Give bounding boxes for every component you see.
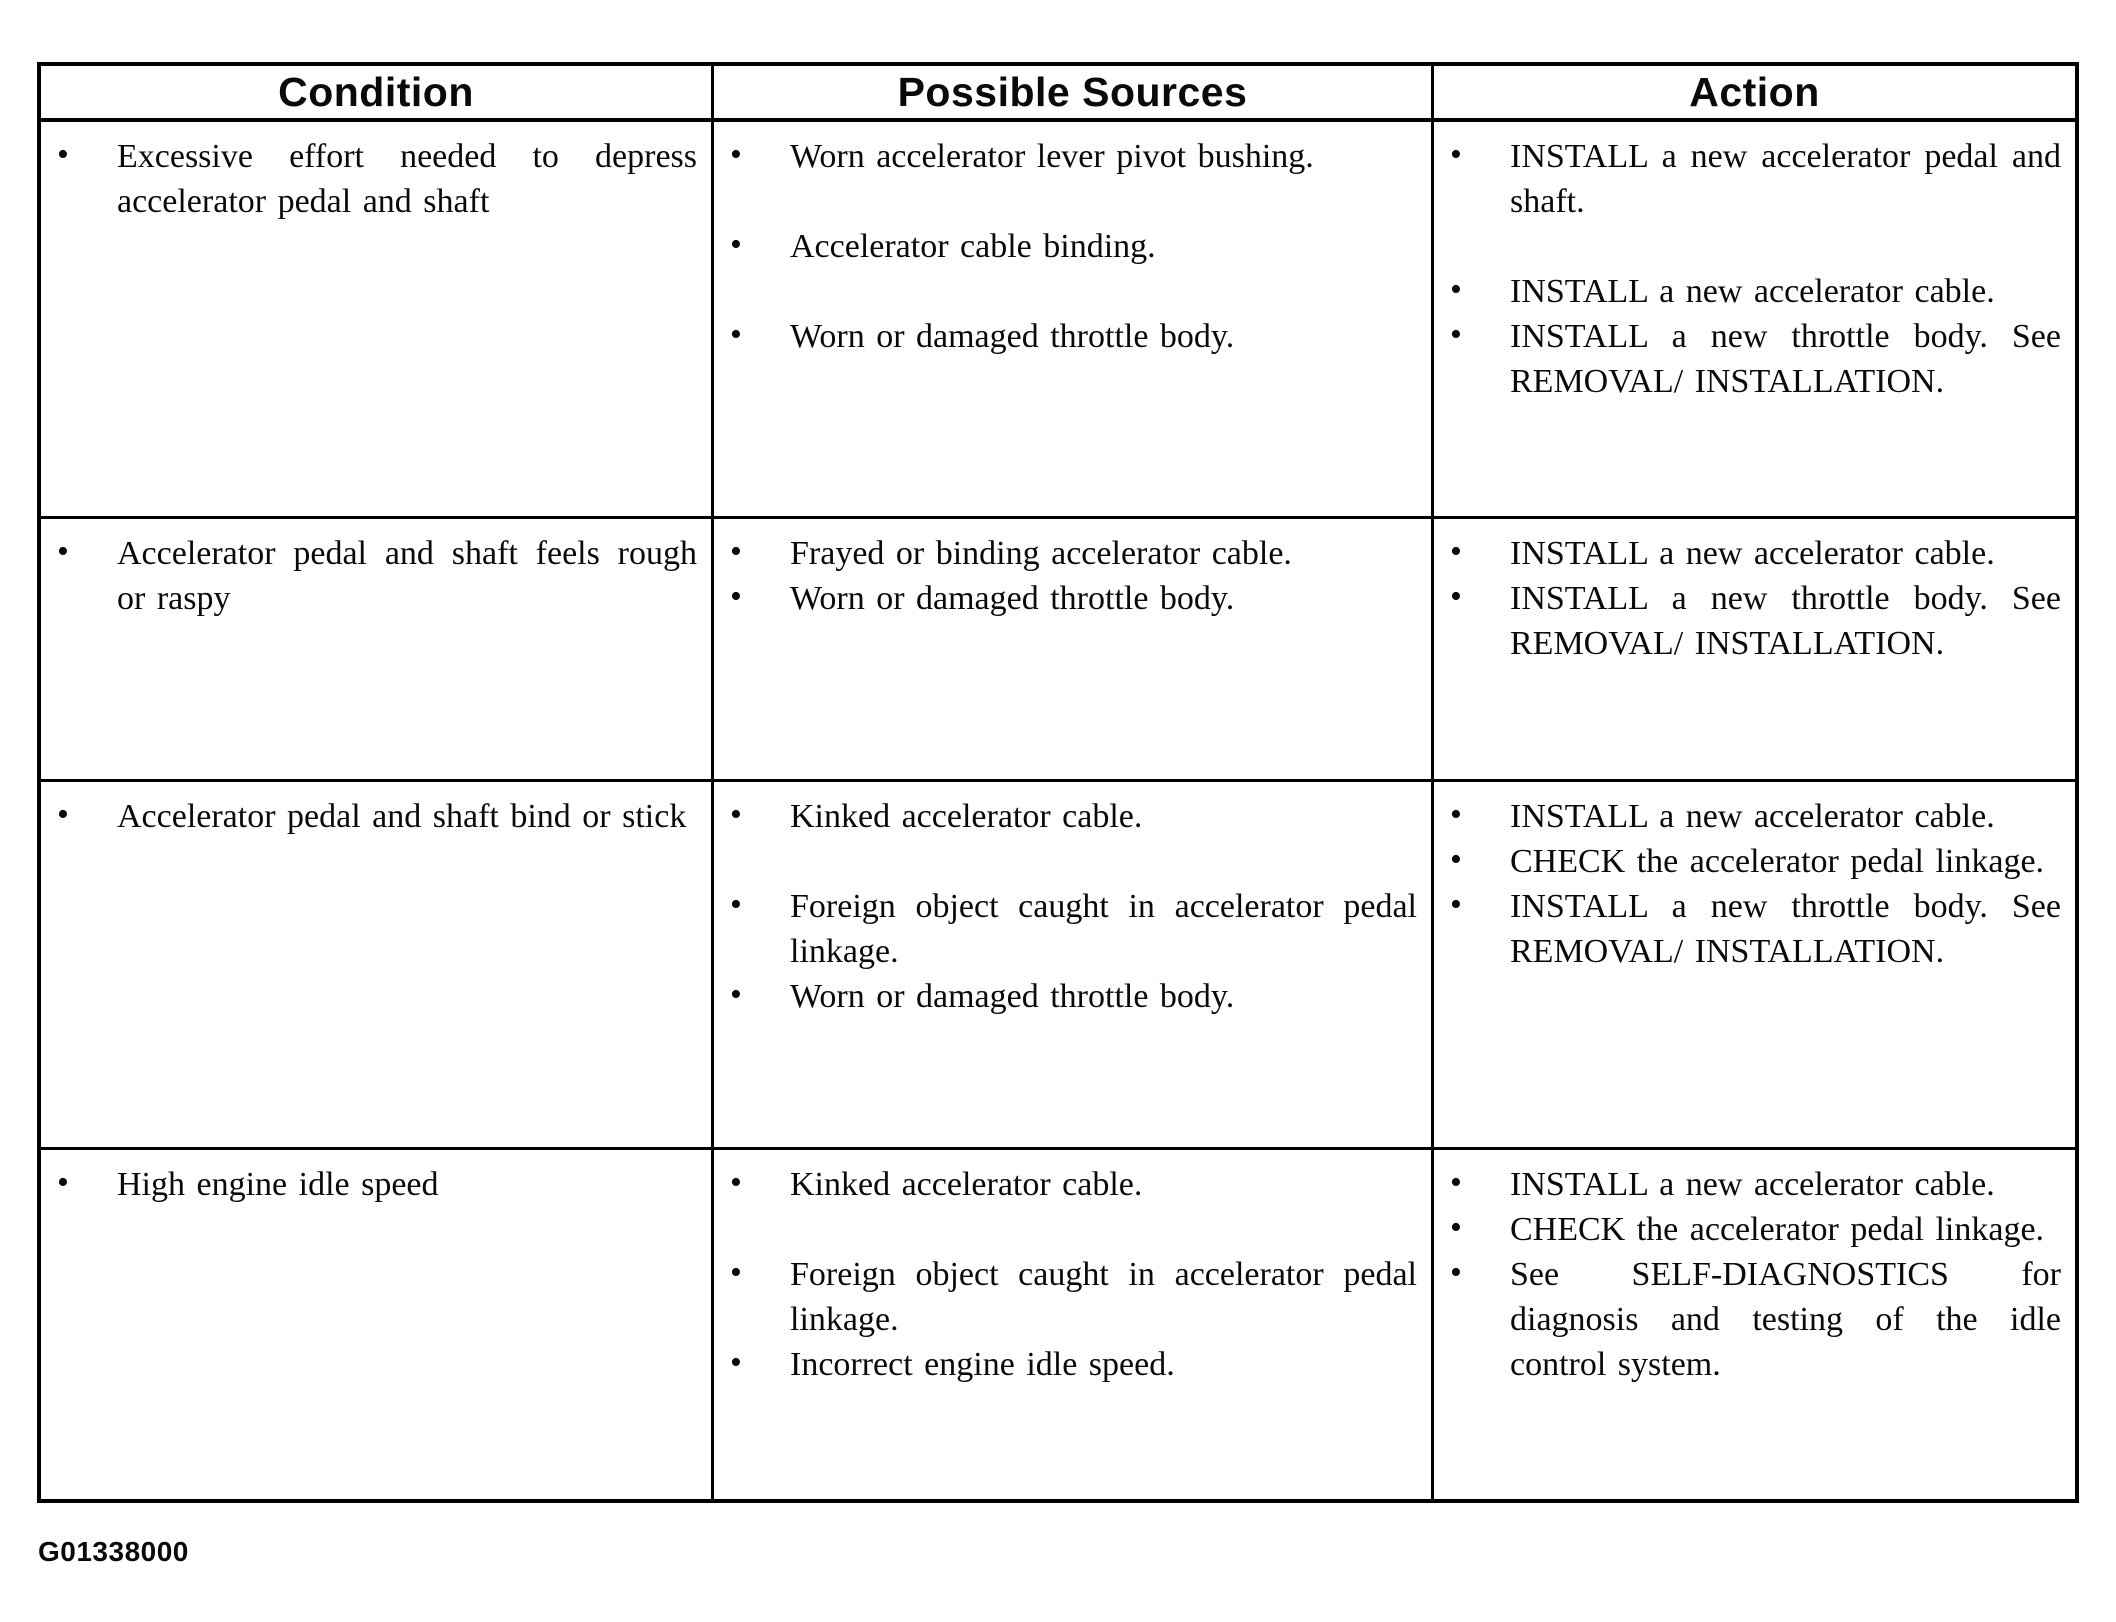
list-item: • Worn accelerator lever pivot bushing. [714, 134, 1431, 179]
source-text: Worn or damaged throttle body. [790, 978, 1235, 1015]
action-text: INSTALL a new throttle body. See REMOVAL… [1510, 318, 2061, 400]
list-item: • CHECK the accelerator pedal linkage. [1434, 1207, 2075, 1252]
bullet-icon: • [730, 1254, 742, 1291]
list-item: • Worn or damaged throttle body. [714, 974, 1431, 1019]
bullet-icon: • [1450, 1254, 1462, 1291]
bullet-icon: • [1450, 136, 1462, 173]
column-header-action: Action [1434, 66, 2075, 122]
list-item: • Kinked accelerator cable. [714, 794, 1431, 839]
bullet-icon: • [1450, 796, 1462, 833]
condition-cell: • Accelerator pedal and shaft bind or sti… [41, 782, 714, 1150]
list-item: • CHECK the accelerator pedal linkage. [1434, 839, 2075, 884]
bullet-icon: • [1450, 1209, 1462, 1246]
action-cell: • INSTALL a new accelerator pedal and sha… [1434, 122, 2075, 519]
possible-sources-cell: • Kinked accelerator cable. • Foreign obje… [714, 1150, 1434, 1499]
bullet-icon: • [730, 976, 742, 1013]
source-text: Worn accelerator lever pivot bushing. [790, 138, 1314, 175]
bullet-icon: • [57, 1164, 69, 1201]
action-text: INSTALL a new accelerator cable. [1510, 798, 1995, 835]
bullet-icon: • [1450, 316, 1462, 353]
bullet-icon: • [730, 226, 742, 263]
bullet-icon: • [1450, 1164, 1462, 1201]
action-text: INSTALL a new throttle body. See REMOVAL… [1510, 888, 2061, 970]
possible-sources-cell: • Kinked accelerator cable. • Foreign obje… [714, 782, 1434, 1150]
bullet-icon: • [1450, 271, 1462, 308]
source-text: Kinked accelerator cable. [790, 798, 1143, 835]
condition-text: Accelerator pedal and shaft bind or stic… [117, 798, 687, 835]
bullet-icon: • [730, 578, 742, 615]
list-item: • INSTALL a new accelerator cable. [1434, 269, 2075, 314]
list-item: • Accelerator pedal and shaft bind or sti… [41, 794, 711, 839]
bullet-icon: • [730, 316, 742, 353]
source-text: Incorrect engine idle speed. [790, 1346, 1175, 1383]
condition-cell: • High engine idle speed [41, 1150, 714, 1499]
list-item: • INSTALL a new accelerator cable. [1434, 1162, 2075, 1207]
list-item: • Incorrect engine idle speed. [714, 1342, 1431, 1387]
list-item: • Accelerator cable binding. [714, 224, 1431, 269]
list-item: • INSTALL a new accelerator cable. [1434, 794, 2075, 839]
list-item: • Accelerator pedal and shaft feels rough… [41, 531, 711, 621]
source-text: Frayed or binding accelerator cable. [790, 535, 1292, 572]
action-cell: • INSTALL a new accelerator cable. • CHECK… [1434, 1150, 2075, 1499]
action-text: INSTALL a new accelerator cable. [1510, 273, 1995, 310]
action-text: See SELF-DIAGNOSTICS for diagnosis and t… [1510, 1256, 2061, 1383]
list-item: • Excessive effort needed to depress acce… [41, 134, 711, 224]
action-text: INSTALL a new accelerator pedal and shaf… [1510, 138, 2061, 220]
bullet-icon: • [730, 533, 742, 570]
bullet-icon: • [730, 1344, 742, 1381]
list-item: • Foreign object caught in accelerator pe… [714, 884, 1431, 974]
bullet-icon: • [1450, 841, 1462, 878]
action-text: CHECK the accelerator pedal linkage. [1510, 843, 2045, 880]
possible-sources-cell: • Frayed or binding accelerator cable. • W… [714, 519, 1434, 782]
diagnosis-table: Condition Possible Sources Action • Exces… [37, 62, 2079, 1503]
action-text: INSTALL a new throttle body. See REMOVAL… [1510, 580, 2061, 662]
list-item: • Worn or damaged throttle body. [714, 314, 1431, 359]
bullet-icon: • [730, 886, 742, 923]
source-text: Foreign object caught in accelerator ped… [790, 1256, 1417, 1338]
column-header-condition: Condition [41, 66, 714, 122]
source-text: Kinked accelerator cable. [790, 1166, 1143, 1203]
list-item: • INSTALL a new throttle body. See REMOVA… [1434, 314, 2075, 404]
action-text: INSTALL a new accelerator cable. [1510, 535, 1995, 572]
list-item: • High engine idle speed [41, 1162, 711, 1207]
list-item: • INSTALL a new throttle body. See REMOVA… [1434, 576, 2075, 666]
figure-code: G01338000 [38, 1536, 189, 1567]
list-item: • INSTALL a new accelerator cable. [1434, 531, 2075, 576]
possible-sources-cell: • Worn accelerator lever pivot bushing. •… [714, 122, 1434, 519]
bullet-icon: • [730, 136, 742, 173]
condition-text: Excessive effort needed to depress accel… [117, 138, 697, 220]
list-item: • INSTALL a new accelerator pedal and sha… [1434, 134, 2075, 224]
action-cell: • INSTALL a new accelerator cable. • CHECK… [1434, 782, 2075, 1150]
action-cell: • INSTALL a new accelerator cable. • INSTA… [1434, 519, 2075, 782]
bullet-icon: • [57, 136, 69, 173]
bullet-icon: • [57, 533, 69, 570]
bullet-icon: • [1450, 533, 1462, 570]
condition-text: Accelerator pedal and shaft feels rough … [117, 535, 697, 617]
source-text: Worn or damaged throttle body. [790, 318, 1235, 355]
list-item: • INSTALL a new throttle body. See REMOVA… [1434, 884, 2075, 974]
list-item: • Frayed or binding accelerator cable. [714, 531, 1431, 576]
bullet-icon: • [730, 1164, 742, 1201]
bullet-icon: • [1450, 886, 1462, 923]
action-text: CHECK the accelerator pedal linkage. [1510, 1211, 2045, 1248]
list-item: • See SELF-DIAGNOSTICS for diagnosis and … [1434, 1252, 2075, 1387]
list-item: • Kinked accelerator cable. [714, 1162, 1431, 1207]
condition-cell: • Accelerator pedal and shaft feels rough… [41, 519, 714, 782]
bullet-icon: • [1450, 578, 1462, 615]
column-header-possible-sources: Possible Sources [714, 66, 1434, 122]
condition-text: High engine idle speed [117, 1166, 439, 1203]
source-text: Accelerator cable binding. [790, 228, 1156, 265]
list-item: • Worn or damaged throttle body. [714, 576, 1431, 621]
source-text: Foreign object caught in accelerator ped… [790, 888, 1417, 970]
bullet-icon: • [730, 796, 742, 833]
action-text: INSTALL a new accelerator cable. [1510, 1166, 1995, 1203]
source-text: Worn or damaged throttle body. [790, 580, 1235, 617]
list-item: • Foreign object caught in accelerator pe… [714, 1252, 1431, 1342]
condition-cell: • Excessive effort needed to depress acce… [41, 122, 714, 519]
bullet-icon: • [57, 796, 69, 833]
